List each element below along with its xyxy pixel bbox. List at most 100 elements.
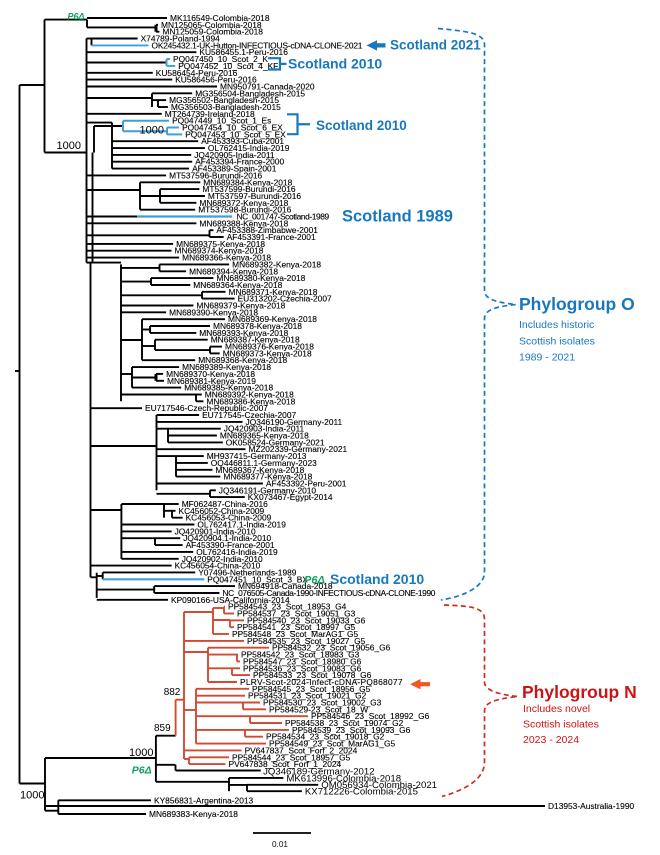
svg-text:MN689369-Kenya-2018: MN689369-Kenya-2018	[228, 314, 317, 324]
svg-text:AF453390-France-2001: AF453390-France-2001	[186, 540, 275, 550]
svg-text:859: 859	[154, 723, 171, 734]
svg-text:MN950791-Canada-2020: MN950791-Canada-2020	[220, 82, 315, 92]
svg-text:MN689381-Kenya-2019: MN689381-Kenya-2019	[167, 376, 256, 386]
svg-text:OL762417.1-India-2019: OL762417.1-India-2019	[197, 520, 286, 530]
svg-text:PQ047451_10_Scot_3_BX: PQ047451_10_Scot_3_BX	[207, 574, 308, 584]
svg-text:MN689373-Kenya-2018: MN689373-Kenya-2018	[223, 348, 312, 358]
svg-text:P6Δ: P6Δ	[132, 765, 152, 777]
svg-text:Phylogroup O: Phylogroup O	[519, 294, 635, 314]
svg-text:MN689378-Kenya-2018: MN689378-Kenya-2018	[213, 321, 302, 331]
svg-text:EU313202-Czechia-2007: EU313202-Czechia-2007	[238, 294, 332, 304]
svg-text:KU586454-Peru-2016: KU586454-Peru-2016	[156, 68, 238, 78]
svg-text:MN689389-Kenya-2018: MN689389-Kenya-2018	[182, 362, 271, 372]
svg-text:PP584542_23_Scot_18983_G3: PP584542_23_Scot_18983_G3	[241, 650, 360, 660]
svg-text:MG356502-Bangladesh-2015: MG356502-Bangladesh-2015	[169, 95, 279, 105]
svg-text:MK613996-Colombia-2018: MK613996-Colombia-2018	[286, 773, 401, 784]
svg-text:PP584531_23_Scot_19021_G2: PP584531_23_Scot_19021_G2	[248, 691, 367, 701]
svg-text:PQ047449_10_Scot_1_Es: PQ047449_10_Scot_1_Es	[172, 116, 271, 126]
svg-text:PP584537_23_Scot_19051_G3: PP584537_23_Scot_19051_G3	[237, 609, 356, 619]
svg-text:Scottish isolates: Scottish isolates	[523, 719, 599, 731]
svg-text:P6Δ: P6Δ	[68, 11, 85, 21]
svg-text:NC_076505-Canada-1990-INFECTIO: NC_076505-Canada-1990-INFECTIOUS-cDNA-CL…	[222, 588, 435, 598]
svg-text:MN689372-Kenya-2018: MN689372-Kenya-2018	[199, 198, 288, 208]
svg-text:JQ346189-Germany-2012: JQ346189-Germany-2012	[263, 766, 374, 777]
svg-text:X74789-Poland-1994: X74789-Poland-1994	[141, 34, 221, 44]
svg-text:MT264739-Ireland-2018: MT264739-Ireland-2018	[165, 109, 255, 119]
svg-text:PP584549_23_Scot_MarAG1_G5: PP584549_23_Scot_MarAG1_G5	[269, 739, 396, 749]
svg-text:MN689393-Kenya-2018: MN689393-Kenya-2018	[199, 328, 288, 338]
svg-text:KY856831-Argentina-2013: KY856831-Argentina-2013	[154, 795, 254, 805]
svg-text:D13953-Australia-1990: D13953-Australia-1990	[548, 801, 634, 811]
svg-text:PP584536_23_Scot_19083_G6: PP584536_23_Scot_19083_G6	[243, 663, 362, 673]
svg-text:MG356504-Bangladesh-2015: MG356504-Bangladesh-2015	[195, 88, 305, 98]
svg-text:PP584539_23_Scot_19093_G6: PP584539_23_Scot_19093_G6	[292, 725, 411, 735]
svg-text:MZ202339-Germany-2021: MZ202339-Germany-2021	[249, 444, 348, 454]
svg-text:AF453391-France-2001: AF453391-France-2001	[227, 232, 316, 242]
svg-text:KX073467-Egypt-2014: KX073467-Egypt-2014	[248, 492, 333, 502]
svg-text:0.01: 0.01	[272, 840, 288, 849]
svg-text:AF453389-Spain-2001: AF453389-Spain-2001	[192, 164, 277, 174]
svg-text:MN689394-Kenya-2018: MN689394-Kenya-2018	[189, 266, 278, 276]
svg-text:OL762416-India-2019: OL762416-India-2019	[196, 547, 278, 557]
svg-text:MG356503-Bangladesh-2015: MG356503-Bangladesh-2015	[171, 102, 281, 112]
svg-text:MN689380-Kenya-2018: MN689380-Kenya-2018	[216, 273, 305, 283]
svg-text:MN689390-Kenya-2018: MN689390-Kenya-2018	[169, 307, 258, 317]
svg-text:AF453388-Zimbabwe-2001: AF453388-Zimbabwe-2001	[216, 225, 318, 235]
svg-text:PQ047453_10_Scot_5_EX: PQ047453_10_Scot_5_EX	[185, 129, 286, 139]
svg-text:PP584529-23_Scot_18_W: PP584529-23_Scot_18_W	[269, 704, 368, 714]
svg-text:MT537599-Burundi-2016: MT537599-Burundi-2016	[202, 184, 295, 194]
svg-text:KC456054-China-2010: KC456054-China-2010	[175, 561, 261, 571]
svg-text:KC456053-China-2009: KC456053-China-2009	[186, 513, 272, 523]
svg-text:NC_001747-Scotland-1989: NC_001747-Scotland-1989	[237, 212, 330, 222]
svg-text:Y07496-Netherlands-1989: Y07496-Netherlands-1989	[198, 567, 297, 577]
svg-text:PP584530_23_Scot_19002_G3: PP584530_23_Scot_19002_G3	[263, 698, 382, 708]
svg-text:PP584545_23_Scot_18956_G5: PP584545_23_Scot_18956_G5	[252, 684, 371, 694]
svg-text:1000: 1000	[140, 125, 164, 137]
svg-text:OM056934-Colombia-2021: OM056934-Colombia-2021	[321, 780, 437, 791]
svg-text:Includes historic: Includes historic	[519, 319, 594, 331]
svg-text:PV647838_Scot_Forf_1_2024: PV647838_Scot_Forf_1_2024	[229, 759, 342, 769]
svg-text:MN689387-Kenya-2018: MN689387-Kenya-2018	[211, 335, 300, 345]
svg-text:PP584533_23_Scot_19078_G6: PP584533_23_Scot_19078_G6	[253, 670, 372, 680]
svg-text:PV647837_Scot_Forf_2_2024: PV647837_Scot_Forf_2_2024	[245, 745, 358, 755]
svg-text:1000: 1000	[57, 140, 81, 152]
svg-text:MN689377-Kenya-2018: MN689377-Kenya-2018	[223, 472, 312, 482]
svg-text:1000: 1000	[129, 747, 153, 759]
svg-text:PLRV-Scot-2024-Infect-cDNA-PQ8: PLRV-Scot-2024-Infect-cDNA-PQ868077	[240, 677, 403, 687]
svg-text:Scottish isolates: Scottish isolates	[519, 336, 595, 348]
svg-text:PQ047450_10_Scot_2_K: PQ047450_10_Scot_2_K	[173, 54, 268, 64]
svg-text:Phylogroup N: Phylogroup N	[522, 682, 637, 702]
svg-text:MN689379-Kenya-2018: MN689379-Kenya-2018	[196, 301, 285, 311]
svg-text:JQ346191-Germany-2010: JQ346191-Germany-2010	[219, 485, 317, 495]
svg-text:1989 - 2021: 1989 - 2021	[519, 352, 575, 364]
svg-text:JQ346190-Germany-2011: JQ346190-Germany-2011	[246, 417, 343, 427]
svg-text:Scotland 2010: Scotland 2010	[330, 571, 424, 587]
svg-text:MN689364-Kenya-2018: MN689364-Kenya-2018	[193, 280, 282, 290]
svg-text:Scotland 2010: Scotland 2010	[316, 118, 407, 133]
svg-text:OK058524-Germany-2021: OK058524-Germany-2021	[226, 437, 325, 447]
svg-text:MH937415-Germany-2013: MH937415-Germany-2013	[207, 451, 307, 461]
svg-text:MN689371-Kenya-2018: MN689371-Kenya-2018	[229, 287, 318, 297]
svg-text:MN689385-Kenya-2018: MN689385-Kenya-2018	[184, 383, 273, 393]
svg-text:PP584547_23_Scot_18980_G6: PP584547_23_Scot_18980_G6	[243, 656, 362, 666]
svg-text:JQ420904.1-India-2010: JQ420904.1-India-2010	[183, 533, 271, 543]
svg-text:KC456052-China-2009: KC456052-China-2009	[179, 506, 265, 516]
svg-text:PP584538_23_Scot_19074_G2: PP584538_23_Scot_19074_G2	[285, 718, 404, 728]
svg-text:KU586455.1-Peru-2016: KU586455.1-Peru-2016	[199, 47, 288, 57]
svg-text:PP584543_23_Scot_18953_G4: PP584543_23_Scot_18953_G4	[228, 602, 347, 612]
svg-text:JQ420903-India-2011: JQ420903-India-2011	[224, 424, 305, 434]
svg-text:AF453392-Peru-2001: AF453392-Peru-2001	[266, 479, 347, 489]
svg-text:EU717546-Czech-Republic-2007: EU717546-Czech-Republic-2007	[145, 403, 268, 413]
svg-text:MN689392-Kenya-2018: MN689392-Kenya-2018	[205, 390, 294, 400]
svg-text:1000: 1000	[20, 789, 44, 801]
svg-text:MN689383-Kenya-2018: MN689383-Kenya-2018	[149, 809, 238, 819]
svg-text:MN689384-Kenya-2018: MN689384-Kenya-2018	[203, 177, 292, 187]
svg-text:PP584535_23_Scot_19027_G5: PP584535_23_Scot_19027_G5	[247, 636, 366, 646]
svg-text:MN689376-Kenya-2018: MN689376-Kenya-2018	[225, 342, 314, 352]
svg-text:OL762415-India-2019: OL762415-India-2019	[208, 143, 290, 153]
svg-text:MN689367-Kenya-2018: MN689367-Kenya-2018	[215, 465, 304, 475]
svg-text:MN694918-Canada-2018: MN694918-Canada-2018	[238, 581, 333, 591]
svg-text:PQ047452_10_Scot_4_KF: PQ047452_10_Scot_4_KF	[178, 61, 278, 71]
svg-text:MN125065-Colombia-2018: MN125065-Colombia-2018	[161, 20, 262, 30]
svg-text:KP090166-USA-California-2014: KP090166-USA-California-2014	[171, 595, 290, 605]
